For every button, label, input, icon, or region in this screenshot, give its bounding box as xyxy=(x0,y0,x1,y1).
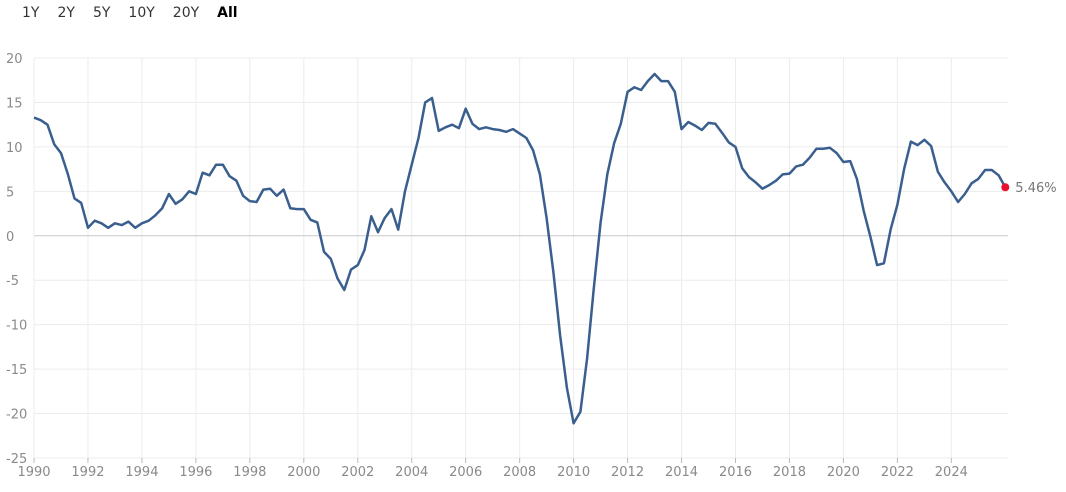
y-tick-label: -25 xyxy=(6,452,27,467)
x-tick-label: 2018 xyxy=(773,465,806,480)
x-tick-label: 2000 xyxy=(287,465,320,480)
series-line xyxy=(33,72,1007,425)
x-tick-label: 2024 xyxy=(935,465,968,480)
x-tick-label: 2008 xyxy=(503,465,536,480)
x-tick-label: 2020 xyxy=(827,465,860,480)
last-value-marker xyxy=(1001,183,1010,192)
y-tick-label: 0 xyxy=(6,230,14,245)
y-tick-label: 15 xyxy=(6,96,23,111)
time-range-tabs: 1Y 2Y 5Y 10Y 20Y All xyxy=(22,3,256,23)
x-tick-label: 2004 xyxy=(395,465,428,480)
y-tick-label: -20 xyxy=(6,408,27,423)
y-tick-label: -10 xyxy=(6,319,27,334)
y-tick-label: -5 xyxy=(6,274,19,289)
x-tick-label: 2014 xyxy=(665,465,698,480)
y-tick-label: 5 xyxy=(6,185,14,200)
x-tick-label: 1992 xyxy=(71,465,104,480)
x-tick-label: 2002 xyxy=(341,465,374,480)
range-tab-all[interactable]: All xyxy=(217,5,238,21)
last-value-label: 5.46% xyxy=(1015,181,1056,196)
range-tab-20y[interactable]: 20Y xyxy=(172,5,200,21)
x-tick-label: 1996 xyxy=(179,465,212,480)
range-tab-2y[interactable]: 2Y xyxy=(57,5,75,21)
x-tick-label: 1998 xyxy=(233,465,266,480)
x-tick-label: 1990 xyxy=(17,465,50,480)
x-tick-label: 1994 xyxy=(125,465,158,480)
x-tick-label: 2010 xyxy=(557,465,590,480)
y-tick-label: 10 xyxy=(6,141,23,156)
range-tab-5y[interactable]: 5Y xyxy=(92,5,111,21)
x-tick-label: 2022 xyxy=(881,465,914,480)
x-tick-label: 2016 xyxy=(719,465,752,480)
x-tick-label: 2006 xyxy=(449,465,482,480)
y-tick-label: -15 xyxy=(6,363,27,378)
x-tick-label: 2012 xyxy=(611,465,644,480)
range-tab-10y[interactable]: 10Y xyxy=(128,5,155,21)
y-tick-label: 20 xyxy=(6,52,23,67)
range-tab-1y[interactable]: 1Y xyxy=(22,5,40,21)
